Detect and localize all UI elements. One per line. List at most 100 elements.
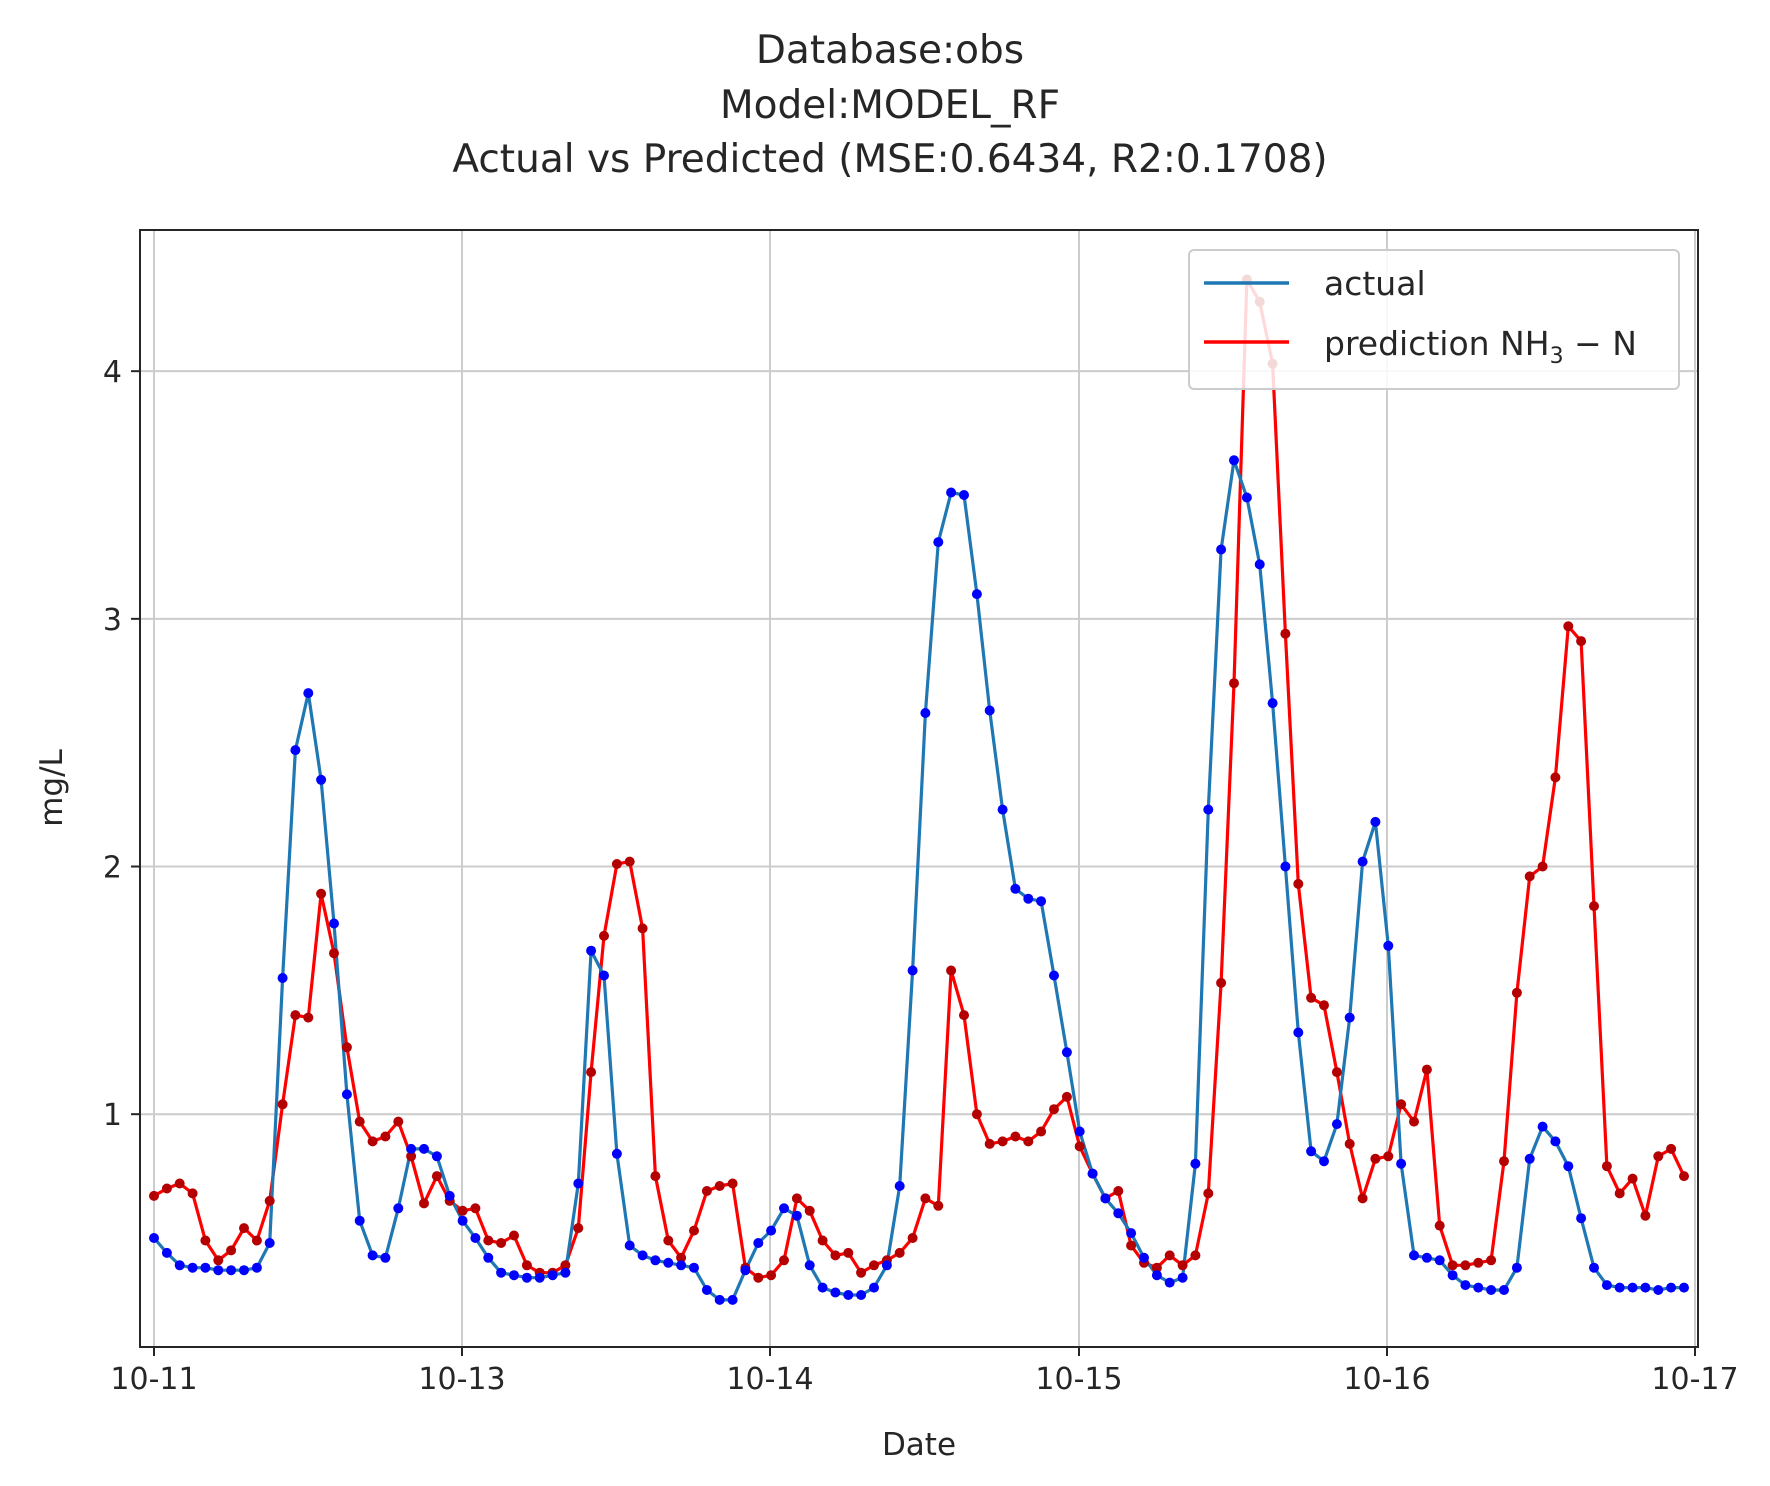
prediction-point — [341, 1042, 352, 1053]
prediction-point — [586, 1067, 597, 1078]
prediction-point — [1550, 772, 1561, 783]
prediction-point — [1319, 1000, 1329, 1011]
x-tick-label: 10-16 — [1343, 1362, 1430, 1397]
actual-point — [341, 1089, 352, 1100]
actual-point — [573, 1178, 584, 1189]
actual-point — [213, 1265, 224, 1276]
actual-point — [354, 1215, 365, 1226]
actual-point — [560, 1267, 571, 1278]
actual-point — [521, 1272, 532, 1283]
actual-point — [920, 708, 931, 718]
actual-point — [843, 1290, 854, 1300]
actual-point — [1151, 1270, 1162, 1281]
prediction-point — [560, 1260, 571, 1271]
prediction-point — [1074, 1141, 1085, 1152]
actual-point — [740, 1265, 751, 1276]
prediction-point — [1010, 1131, 1021, 1142]
actual-point — [406, 1143, 417, 1154]
prediction-point — [354, 1116, 365, 1127]
actual-point — [1383, 940, 1394, 951]
actual-point — [1061, 1047, 1072, 1058]
y-tick-label: 1 — [103, 1098, 122, 1133]
prediction-point — [149, 1190, 159, 1201]
prediction-point — [1563, 621, 1574, 632]
actual-point — [1576, 1213, 1587, 1224]
prediction-point — [1421, 1064, 1432, 1075]
actual-point — [1306, 1146, 1317, 1157]
actual-point — [303, 688, 314, 699]
prediction-point — [290, 1010, 301, 1021]
actual-point — [1679, 1282, 1689, 1293]
actual-point — [894, 1181, 905, 1191]
prediction-point — [689, 1225, 699, 1236]
legend-label-prediction: prediction NH3 − N — [1324, 324, 1637, 369]
x-tick-label: 10-14 — [726, 1362, 813, 1397]
actual-point — [1550, 1136, 1561, 1147]
prediction-point — [1409, 1116, 1419, 1127]
actual-point — [1126, 1228, 1137, 1239]
actual-point — [329, 918, 339, 929]
prediction-point — [791, 1193, 802, 1204]
actual-point — [1010, 883, 1021, 894]
prediction-point — [1280, 628, 1291, 639]
actual-point — [907, 965, 918, 976]
prediction-point — [457, 1205, 468, 1216]
prediction-point — [200, 1235, 211, 1246]
actual-point — [1396, 1158, 1407, 1169]
prediction-point — [907, 1233, 918, 1243]
prediction-point — [753, 1272, 764, 1283]
prediction-point — [663, 1235, 674, 1246]
actual-point — [1409, 1250, 1419, 1261]
prediction-point — [329, 948, 339, 959]
prediction-point — [1164, 1250, 1175, 1261]
actual-point — [1589, 1262, 1599, 1273]
actual-point — [676, 1260, 687, 1271]
prediction-point — [1537, 861, 1548, 872]
actual-point — [200, 1262, 211, 1273]
actual-point — [431, 1151, 442, 1162]
series-line-prediction — [153, 277, 1686, 1280]
actual-point — [1331, 1119, 1342, 1130]
prediction-point — [1370, 1153, 1381, 1164]
actual-point — [779, 1203, 789, 1214]
actual-point — [1460, 1280, 1471, 1291]
actual-point — [393, 1203, 404, 1214]
actual-point — [650, 1255, 661, 1266]
actual-point — [881, 1260, 892, 1271]
prediction-point — [1679, 1171, 1689, 1182]
actual-point — [161, 1247, 172, 1258]
prediction-point — [971, 1109, 982, 1120]
actual-point — [1023, 893, 1034, 904]
actual-point — [1653, 1285, 1664, 1295]
prediction-point — [1614, 1188, 1625, 1199]
prediction-point — [431, 1171, 442, 1182]
prediction-point — [727, 1178, 738, 1189]
legend-box — [1188, 249, 1680, 390]
prediction-point — [779, 1255, 789, 1266]
actual-point — [586, 945, 597, 956]
prediction-point — [1666, 1143, 1677, 1154]
prediction-point — [1486, 1255, 1497, 1266]
series-line-actual — [152, 458, 1684, 1302]
prediction-point — [1126, 1240, 1137, 1251]
prediction-point — [161, 1183, 172, 1194]
actual-point — [933, 537, 944, 548]
actual-point — [1241, 492, 1252, 503]
prediction-point — [1061, 1091, 1072, 1102]
prediction-point — [856, 1267, 867, 1278]
plot-frame — [139, 229, 1699, 1348]
prediction-point — [1653, 1151, 1664, 1162]
prediction-point — [997, 1136, 1008, 1147]
actual-point — [624, 1240, 635, 1251]
actual-point — [727, 1294, 738, 1305]
actual-point — [1190, 1158, 1201, 1169]
legend: actual prediction NH3 − N — [1188, 249, 1680, 390]
prediction-point — [599, 930, 609, 941]
actual-point — [959, 490, 969, 500]
prediction-point — [393, 1116, 404, 1127]
prediction-point — [1331, 1067, 1342, 1078]
prediction-point — [611, 859, 622, 869]
actual-point — [187, 1262, 198, 1273]
actual-point — [1293, 1027, 1304, 1038]
prediction-point — [380, 1131, 391, 1142]
